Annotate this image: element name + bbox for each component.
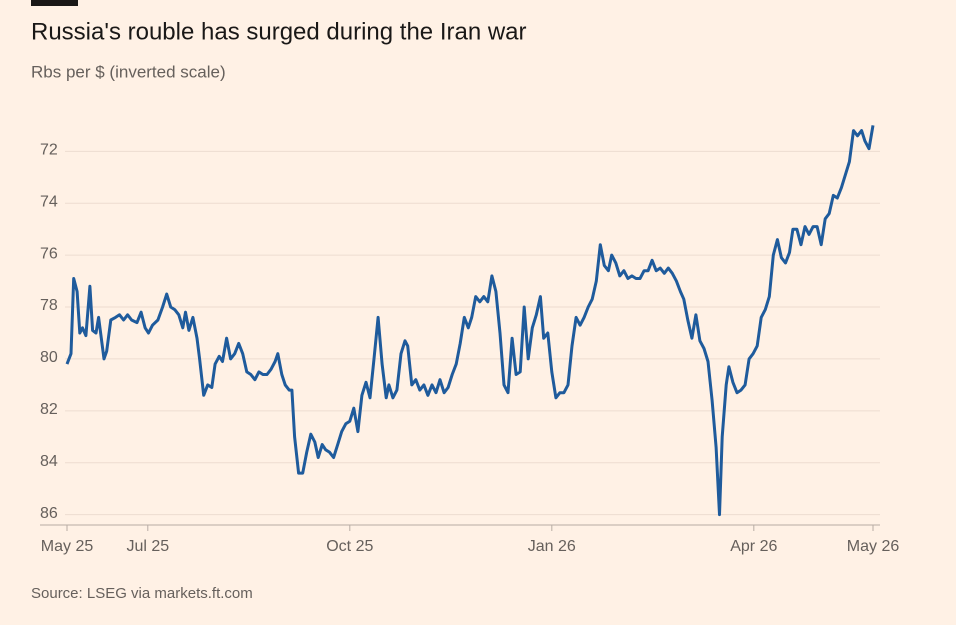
y-tick-label: 76: [40, 245, 58, 262]
x-tick-label: May 26: [847, 538, 900, 555]
y-tick-label: 72: [40, 142, 58, 159]
brand-bar: [31, 0, 78, 6]
data-line: [65, 125, 875, 517]
y-tick-label: 74: [40, 193, 58, 210]
y-tick-label: 86: [40, 505, 58, 522]
y-tick-label: 80: [40, 349, 58, 366]
y-tick-label: 84: [40, 453, 58, 470]
chart-subtitle: Rbs per $ (inverted scale): [31, 62, 226, 81]
chart-title: Russia's rouble has surged during the Ir…: [31, 18, 527, 45]
x-tick-label: Oct 25: [326, 538, 373, 555]
y-tick-label: 78: [40, 297, 58, 314]
x-tick-label: May 25: [41, 538, 94, 555]
x-tick-label: Apr 26: [730, 538, 777, 555]
y-tick-label: 82: [40, 401, 58, 418]
x-tick-label: Jan 26: [528, 538, 576, 555]
source: Source: LSEG via markets.ft.com: [31, 585, 253, 602]
x-tick-label: Jul 25: [126, 538, 169, 555]
